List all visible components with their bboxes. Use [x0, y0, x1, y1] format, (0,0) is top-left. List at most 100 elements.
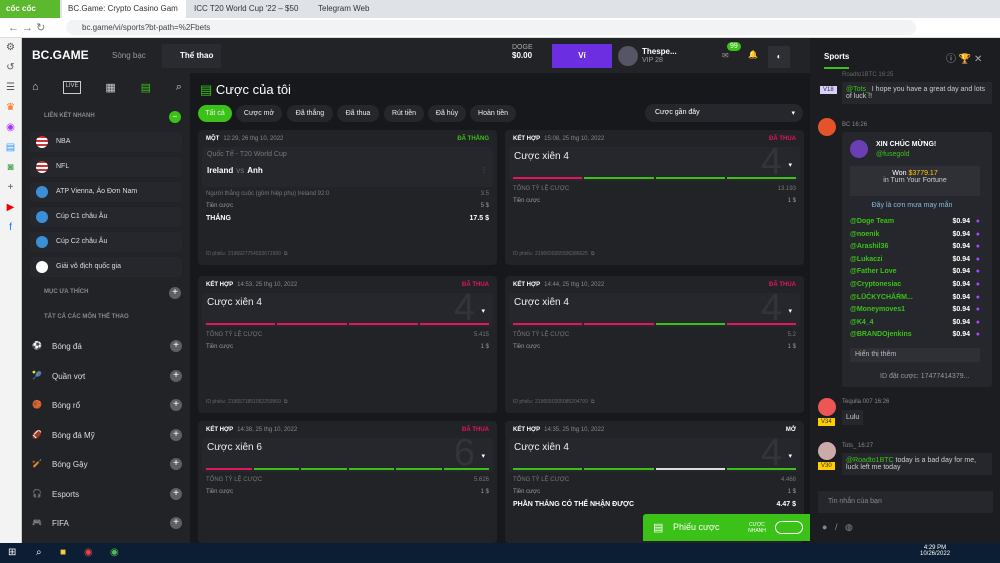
winner-name[interactable]: @noenik [850, 230, 880, 238]
my-bets-icon[interactable]: ▤ [140, 82, 151, 94]
winner-name[interactable]: @Doge Team [850, 218, 895, 225]
sort-select[interactable]: Cược gần đây ▾ [645, 104, 803, 122]
tab-telegram[interactable]: Telegram Web [318, 4, 370, 13]
bet-selection[interactable]: Cược xiên 6 6 ▾ [202, 438, 493, 472]
clock[interactable]: 4:29 PM 10/26/2022 [920, 545, 951, 557]
winner-name[interactable]: @Father Love [850, 268, 897, 276]
winner-name[interactable]: @Arashil36 [850, 243, 889, 251]
collapse-icon[interactable]: − [169, 111, 181, 123]
crown-icon[interactable]: ♛ [6, 102, 15, 113]
sport-item[interactable]: 🎮 FIFA + [30, 514, 182, 534]
coccoc-icon[interactable]: ◉ [110, 547, 119, 558]
add-favorite-icon[interactable]: + [169, 287, 181, 299]
messenger-icon[interactable]: ◉ [6, 122, 15, 133]
add-icon[interactable]: + [170, 428, 182, 441]
username[interactable]: Thespe... [642, 47, 677, 56]
chrome-icon[interactable]: ◉ [84, 547, 93, 558]
explorer-icon[interactable]: ■ [60, 547, 67, 558]
reader-icon[interactable]: ☰ [6, 82, 15, 93]
expand-icon[interactable]: ▾ [788, 308, 792, 315]
expand-icon[interactable]: ▾ [481, 453, 485, 460]
sport-item[interactable]: 🏀 Bóng rổ + [30, 396, 182, 416]
winner-name[interactable]: @Cryptonesiac [850, 281, 902, 288]
settings-icon[interactable]: ⚙ [6, 42, 15, 53]
slash-icon[interactable]: / [834, 522, 838, 532]
add-icon[interactable]: + [170, 517, 182, 529]
quick-link[interactable]: ATP Vienna, Áo Đơn Nam [30, 182, 182, 202]
stats-icon[interactable]: ⫶ [483, 166, 485, 175]
winner-name[interactable]: @BRANDOjenkins [850, 331, 912, 339]
winner-name[interactable]: @Moneymoves1 [850, 306, 906, 314]
quick-link[interactable]: NBA [30, 132, 182, 152]
add-icon[interactable]: + [170, 340, 182, 352]
close-icon[interactable]: ✕ [974, 54, 983, 65]
sport-item[interactable]: 🏈 Bóng đá Mỹ + [30, 426, 182, 446]
mail-icon[interactable]: ✉ [722, 51, 729, 60]
bet-selection[interactable]: Quốc Tế - T20 World Cup Ireland vs Anh ⫶ [202, 147, 493, 187]
add-icon[interactable]: + [7, 182, 14, 193]
winner-name[interactable]: @K4_4 [850, 318, 874, 326]
facebook-icon[interactable]: f [9, 222, 12, 233]
tab-bcgame[interactable]: BC.Game: Crypto Casino Gam [62, 0, 186, 18]
coin-icon[interactable]: ● [822, 522, 828, 532]
bet-selection[interactable]: Cược xiên 4 4 ▾ [202, 293, 493, 327]
tab-icc[interactable]: ICC T20 World Cup '22 – $50 [194, 4, 299, 13]
history-icon[interactable]: ↺ [6, 62, 15, 73]
winner-name[interactable]: @LŪĆKYCHĂŔM... [850, 293, 913, 301]
filter-chip[interactable]: Rút tiền [384, 105, 424, 122]
bcgame-logo[interactable]: BC.GAME [32, 48, 89, 62]
show-more-button[interactable]: Hiển thị thêm [850, 348, 980, 362]
browser-brand[interactable]: cốc cốc [0, 0, 60, 18]
bell-icon[interactable]: 🔔 [748, 50, 758, 59]
chat-toggle-icon[interactable]: ◐ [768, 46, 790, 68]
rain-icon[interactable]: ◍ [844, 522, 853, 532]
sport-item[interactable]: 🎧 Esports + [30, 485, 182, 505]
add-icon[interactable]: + [170, 399, 182, 411]
nav-sports[interactable]: Thể thao [162, 44, 222, 68]
filter-chip[interactable]: Đã thua [337, 105, 379, 122]
filter-chip[interactable]: Đã hủy [428, 105, 466, 122]
winner-name[interactable]: @Lukaczi [850, 255, 883, 263]
trophy-icon[interactable]: 🏆 [958, 54, 972, 65]
expand-icon[interactable]: ▾ [481, 308, 485, 315]
copy-icon[interactable]: ⧉ [590, 399, 595, 405]
filter-chip[interactable]: Cược mở [236, 105, 282, 122]
chat-input[interactable]: Tin nhắn của bạn [818, 491, 993, 513]
quick-link[interactable]: Giải vô địch quốc gia [30, 257, 182, 277]
calendar-icon[interactable]: ▦ [105, 82, 116, 94]
expand-icon[interactable]: ▾ [788, 162, 792, 169]
windows-start-icon[interactable]: ⊞ [8, 547, 17, 558]
currency-select[interactable]: DOGE $0.00 [512, 44, 548, 68]
info-icon[interactable]: ⓘ [946, 54, 956, 65]
live-icon[interactable]: LIVE [63, 81, 81, 94]
add-icon[interactable]: + [170, 487, 182, 500]
nav-casino[interactable]: Sòng bạc [112, 51, 146, 60]
taskbar-search-icon[interactable]: ⌕ [36, 547, 42, 558]
filter-chip[interactable]: Hoàn tiền [470, 105, 516, 122]
betslip-button[interactable]: ▤ Phiếu cược CƯỢC NHANH [643, 514, 810, 541]
quick-link[interactable]: Cúp C1 châu Âu [30, 207, 182, 227]
expand-icon[interactable]: ▾ [788, 453, 792, 460]
url-input[interactable]: bc.game/vi/sports?bt-path=%2Fbets [66, 20, 916, 35]
bet-id-link[interactable]: ID đặt cược: 17477414379... [880, 373, 970, 380]
quick-link[interactable]: NFL [30, 157, 182, 177]
youtube-icon[interactable]: ▶ [6, 202, 15, 213]
quick-link[interactable]: Cúp C2 châu Âu [30, 232, 182, 252]
wallet-button[interactable]: Ví [552, 44, 612, 68]
copy-icon[interactable]: ⧉ [590, 251, 595, 257]
game-icon[interactable]: ◙ [7, 162, 14, 173]
bet-selection[interactable]: Cược xiên 4 4 ▾ [509, 293, 800, 327]
bet-selection[interactable]: Cược xiên 4 4 ▾ [509, 438, 800, 472]
sport-item[interactable]: ⚽ Bóng đá + [30, 337, 182, 357]
search-icon[interactable]: ⌕ [175, 81, 182, 93]
add-icon[interactable]: + [170, 458, 182, 470]
sport-item[interactable]: 🏏 Bóng Gậy + [30, 455, 182, 475]
copy-icon[interactable]: ⧉ [283, 251, 288, 257]
back-icon[interactable]: ← → ↻ [8, 22, 46, 34]
filter-chip[interactable]: Đã thắng [287, 105, 333, 122]
home-icon[interactable]: ⌂ [32, 81, 39, 93]
chat-tab-sports[interactable]: Sports [824, 52, 850, 69]
bet-selection[interactable]: Cược xiên 4 4 ▾ [509, 147, 800, 181]
avatar[interactable] [618, 46, 638, 66]
filter-chip[interactable]: Tất cả [198, 105, 232, 122]
